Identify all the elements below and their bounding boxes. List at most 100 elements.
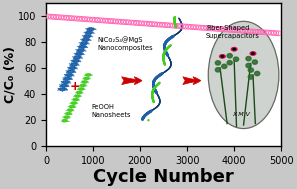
Point [124,21,128,24]
Point [196,26,201,29]
Point [245,29,250,33]
Point [186,25,191,28]
Point [194,26,198,29]
Ellipse shape [215,68,220,72]
Point [116,20,121,23]
Circle shape [219,55,225,58]
Point [209,27,214,30]
Ellipse shape [80,46,85,48]
Point [251,30,255,33]
Point [170,24,175,27]
Point [77,17,82,20]
Point [181,25,185,28]
Point [113,20,118,23]
Ellipse shape [60,88,65,91]
Point [206,27,211,30]
Ellipse shape [75,56,80,59]
Point [277,32,281,35]
Point [266,31,271,34]
Ellipse shape [255,71,260,76]
Text: X M V: X M V [232,112,250,118]
Point [144,22,149,25]
Ellipse shape [71,63,77,66]
Ellipse shape [78,49,83,52]
Point [253,30,258,33]
Point [230,28,235,31]
Point [173,24,178,27]
Ellipse shape [227,54,232,58]
Point [160,23,165,26]
Point [165,24,170,27]
Ellipse shape [68,109,72,111]
Point [183,25,188,28]
Point [126,21,131,24]
Point [93,18,97,21]
Point [87,18,92,21]
Point [199,26,203,29]
Ellipse shape [76,53,82,55]
Circle shape [231,47,237,51]
Ellipse shape [79,88,83,90]
Ellipse shape [88,28,94,30]
Ellipse shape [80,84,85,87]
Point [67,16,71,19]
Point [75,17,79,20]
Point [105,19,110,22]
Point [240,29,245,32]
Point [238,29,242,32]
Circle shape [221,56,224,57]
Point [212,27,217,30]
Ellipse shape [73,60,78,62]
Text: NiCo₂S₄@MgS
Nanocomposites: NiCo₂S₄@MgS Nanocomposites [98,36,153,51]
Point [227,28,232,31]
Point [248,30,253,33]
Ellipse shape [68,70,74,73]
Y-axis label: C/C₀ (%): C/C₀ (%) [4,46,16,103]
Point [258,30,263,33]
Point [261,31,266,34]
Point [217,27,222,30]
Ellipse shape [208,21,279,129]
Ellipse shape [66,113,71,115]
Point [147,22,152,25]
Ellipse shape [62,120,67,122]
Ellipse shape [86,31,92,34]
Point [100,19,105,22]
Point [222,28,227,31]
Ellipse shape [215,61,220,65]
Ellipse shape [81,42,87,45]
Point [54,15,59,19]
Point [191,26,196,29]
Point [95,19,100,22]
Point [48,15,53,18]
Ellipse shape [222,64,227,68]
Point [269,31,274,34]
Ellipse shape [83,39,89,41]
Text: FeOOH
Nanosheets: FeOOH Nanosheets [92,104,131,118]
Ellipse shape [227,60,232,65]
Point [233,29,237,32]
Ellipse shape [85,35,90,38]
Point [69,17,74,20]
Ellipse shape [70,105,74,108]
Point [121,20,126,23]
Point [139,22,144,25]
Ellipse shape [64,77,70,80]
Ellipse shape [72,102,76,104]
Point [56,16,61,19]
Point [129,21,134,24]
Point [119,20,123,23]
Ellipse shape [63,81,69,84]
Point [142,22,146,25]
Point [219,28,224,31]
Point [103,19,108,22]
Ellipse shape [64,116,69,118]
Ellipse shape [246,57,251,61]
Point [162,23,167,26]
Point [111,20,116,23]
Point [131,21,136,24]
Ellipse shape [84,77,89,80]
Ellipse shape [66,74,72,76]
Ellipse shape [75,95,80,97]
Point [46,15,51,18]
